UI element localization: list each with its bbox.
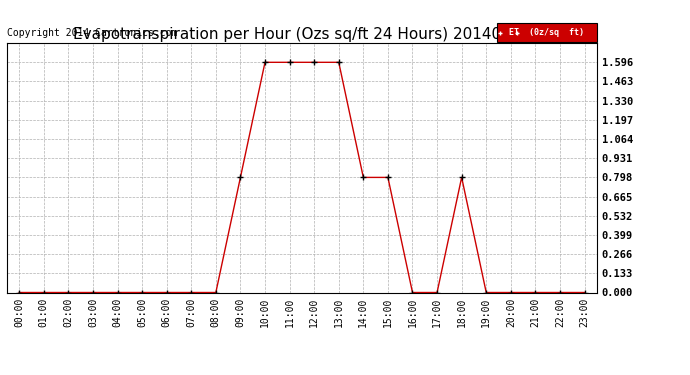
Text: ET  (0z/sq  ft): ET (0z/sq ft) xyxy=(509,28,584,37)
FancyBboxPatch shape xyxy=(497,23,597,42)
Text: Copyright 2014 Cartronics.com: Copyright 2014 Cartronics.com xyxy=(7,28,177,38)
Title: Evapotranspiration per Hour (Ozs sq/ft 24 Hours) 20140907: Evapotranspiration per Hour (Ozs sq/ft 2… xyxy=(73,27,531,42)
